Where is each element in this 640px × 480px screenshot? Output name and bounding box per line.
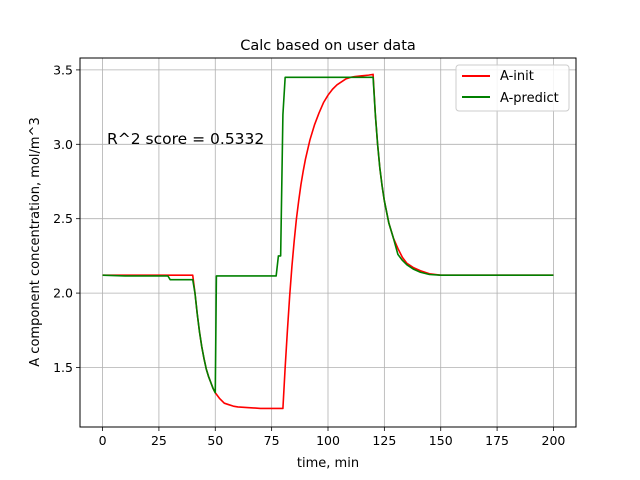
series-line-a-predict [102, 76, 554, 394]
x-axis-label: time, min [297, 456, 359, 471]
y-tick-label: 2.0 [53, 286, 73, 301]
x-tick-label: 100 [316, 433, 340, 448]
legend: A-init A-predict [455, 64, 570, 112]
x-tick-label: 0 [99, 433, 107, 448]
x-tick-label: 125 [372, 433, 396, 448]
y-tick-label: 3.5 [53, 62, 73, 77]
y-tick-label: 3.0 [53, 137, 73, 152]
r2-annotation: R^2 score = 0.5332 [107, 130, 264, 148]
y-tick-label: 2.5 [53, 211, 73, 226]
chart-title: Calc based on user data [240, 38, 416, 54]
grid [80, 58, 576, 427]
legend-label-a-init: A-init [500, 69, 534, 84]
legend-label-a-predict: A-predict [500, 91, 559, 106]
y-axis-label: A component concentration, mol/m^3 [28, 117, 43, 366]
axis-ticks: 0 25 50 75 100 125 150 175 200 1.5 2.0 2.5 3.0 3.5 [53, 62, 565, 448]
x-tick-label: 50 [207, 433, 223, 448]
x-tick-label: 150 [429, 433, 453, 448]
y-tick-label: 1.5 [53, 360, 73, 375]
x-tick-label: 200 [542, 433, 566, 448]
plot-series [102, 73, 554, 410]
x-tick-label: 25 [151, 433, 167, 448]
x-tick-label: 175 [485, 433, 509, 448]
x-tick-label: 75 [264, 433, 280, 448]
